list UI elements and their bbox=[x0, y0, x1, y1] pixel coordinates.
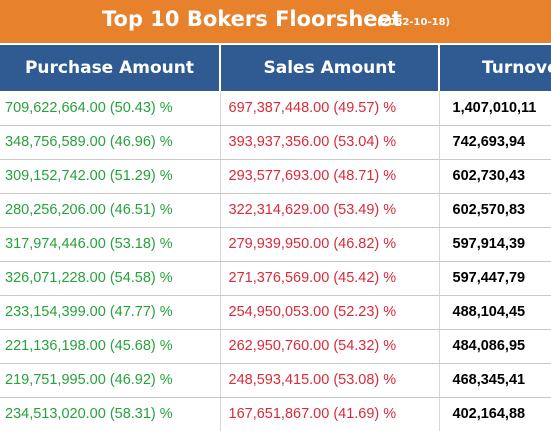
table-row: 309,152,742.00 (51.29) % 293,577,693.00 (… bbox=[0, 159, 551, 194]
turnover-cell: 1,407,010,11 bbox=[439, 91, 551, 126]
title-bar: Top 10 Bokers Floorsheet (2082-10-18) bbox=[0, 0, 551, 45]
turnover-cell: 602,730,43 bbox=[439, 159, 551, 194]
table-row: 709,622,664.00 (50.43) % 697,387,448.00 (… bbox=[0, 91, 551, 126]
purchase-amount-cell: 219,751,995.00 (46.92) % bbox=[0, 363, 221, 398]
purchase-amount-cell: 280,256,206.00 (46.51) % bbox=[0, 193, 221, 228]
turnover-cell: 742,693,94 bbox=[439, 125, 551, 160]
table-row: 234,513,020.00 (58.31) % 167,651,867.00 (… bbox=[0, 397, 551, 431]
table-row: 233,154,399.00 (47.77) % 254,950,053.00 (… bbox=[0, 295, 551, 330]
table-row: 280,256,206.00 (46.51) % 322,314,629.00 (… bbox=[0, 193, 551, 228]
purchase-amount-cell: 234,513,020.00 (58.31) % bbox=[0, 397, 221, 431]
purchase-amount-cell: 709,622,664.00 (50.43) % bbox=[0, 91, 221, 126]
floorsheet-table: Purchase Amount Sales Amount Turnove 709… bbox=[0, 45, 551, 431]
turnover-cell: 484,086,95 bbox=[439, 329, 551, 364]
purchase-amount-cell: 233,154,399.00 (47.77) % bbox=[0, 295, 221, 330]
table-body: 709,622,664.00 (50.43) % 697,387,448.00 (… bbox=[0, 91, 551, 431]
column-header-purchase: Purchase Amount bbox=[0, 45, 221, 91]
column-header-turnover: Turnove bbox=[439, 45, 551, 91]
purchase-amount-cell: 348,756,589.00 (46.96) % bbox=[0, 125, 221, 160]
sales-amount-cell: 279,939,950.00 (46.82) % bbox=[220, 227, 440, 262]
table-row: 326,071,228.00 (54.58) % 271,376,569.00 (… bbox=[0, 261, 551, 296]
table-row: 317,974,446.00 (53.18) % 279,939,950.00 (… bbox=[0, 227, 551, 262]
turnover-cell: 468,345,41 bbox=[439, 363, 551, 398]
turnover-cell: 402,164,88 bbox=[439, 397, 551, 431]
sales-amount-cell: 248,593,415.00 (53.08) % bbox=[220, 363, 440, 398]
sales-amount-cell: 697,387,448.00 (49.57) % bbox=[220, 91, 440, 126]
purchase-amount-cell: 221,136,198.00 (45.68) % bbox=[0, 329, 221, 364]
table-header: Purchase Amount Sales Amount Turnove bbox=[0, 45, 551, 91]
sales-amount-cell: 167,651,867.00 (41.69) % bbox=[220, 397, 440, 431]
report-date: (2082-10-18) bbox=[377, 17, 451, 28]
sales-amount-cell: 271,376,569.00 (45.42) % bbox=[220, 261, 440, 296]
table-row: 221,136,198.00 (45.68) % 262,950,760.00 (… bbox=[0, 329, 551, 364]
turnover-cell: 488,104,45 bbox=[439, 295, 551, 330]
sales-amount-cell: 254,950,053.00 (52.23) % bbox=[220, 295, 440, 330]
turnover-cell: 597,447,79 bbox=[439, 261, 551, 296]
column-header-sales: Sales Amount bbox=[220, 45, 440, 91]
sales-amount-cell: 293,577,693.00 (48.71) % bbox=[220, 159, 440, 194]
sales-amount-cell: 322,314,629.00 (53.49) % bbox=[220, 193, 440, 228]
table-row: 348,756,589.00 (46.96) % 393,937,356.00 (… bbox=[0, 125, 551, 160]
turnover-cell: 597,914,39 bbox=[439, 227, 551, 262]
purchase-amount-cell: 309,152,742.00 (51.29) % bbox=[0, 159, 221, 194]
purchase-amount-cell: 317,974,446.00 (53.18) % bbox=[0, 227, 221, 262]
page-title: Top 10 Bokers Floorsheet bbox=[102, 7, 402, 31]
turnover-cell: 602,570,83 bbox=[439, 193, 551, 228]
table-row: 219,751,995.00 (46.92) % 248,593,415.00 (… bbox=[0, 363, 551, 398]
purchase-amount-cell: 326,071,228.00 (54.58) % bbox=[0, 261, 221, 296]
sales-amount-cell: 262,950,760.00 (54.32) % bbox=[220, 329, 440, 364]
sales-amount-cell: 393,937,356.00 (53.04) % bbox=[220, 125, 440, 160]
